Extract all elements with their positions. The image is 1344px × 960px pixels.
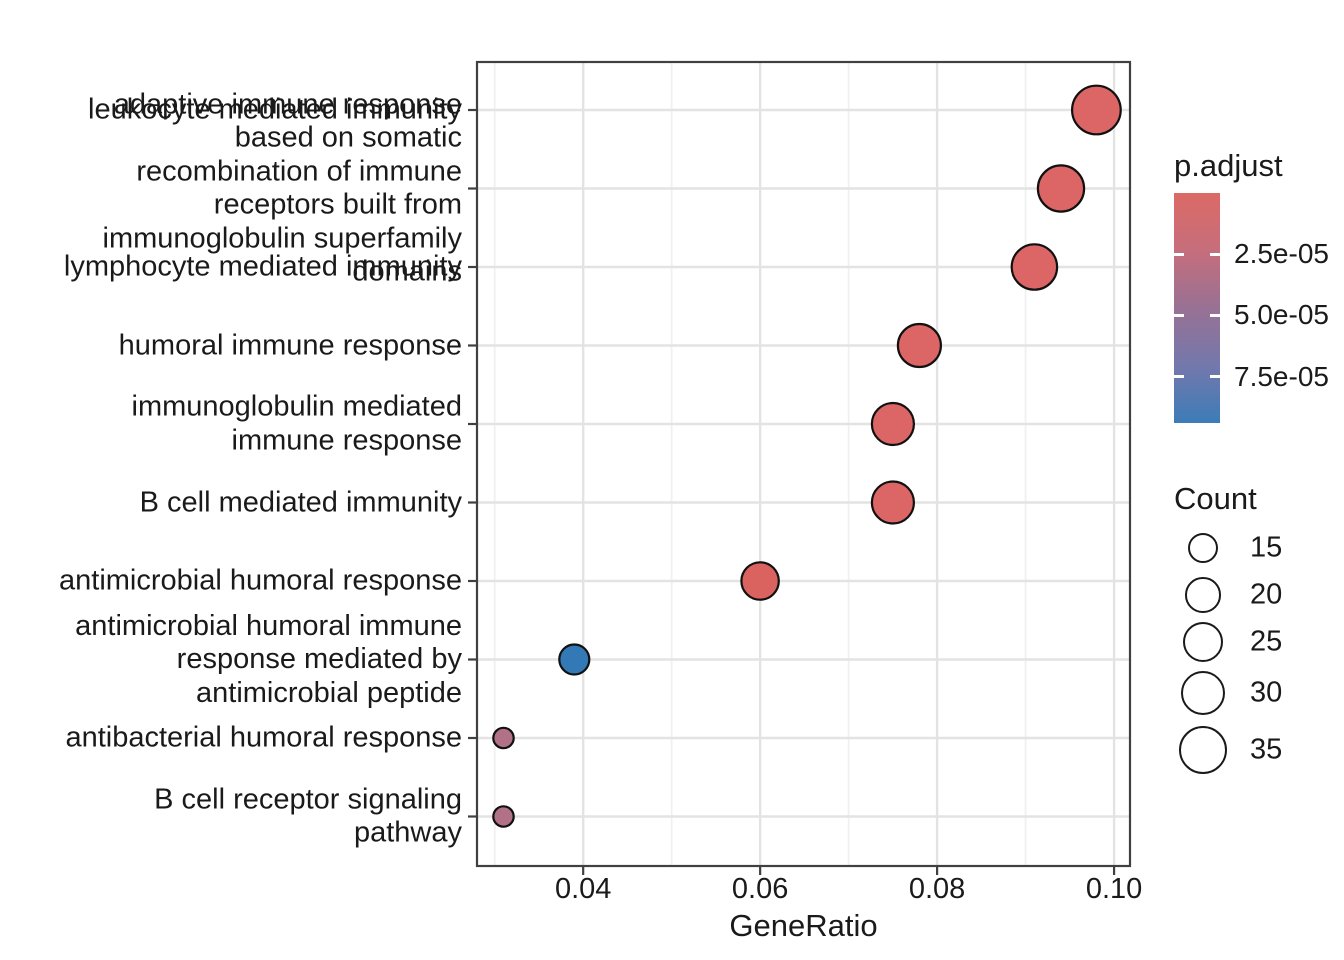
colorbar-tick-mark	[1174, 252, 1184, 256]
panel-border	[475, 60, 1132, 868]
data-point	[492, 805, 515, 828]
colorbar-tick-label: 2.5e-05	[1234, 238, 1329, 270]
y-category-label: leukocyte mediated immunity	[88, 93, 462, 126]
data-point	[1010, 243, 1059, 291]
data-point	[1036, 164, 1086, 213]
size-legend-circle	[1180, 670, 1226, 716]
size-legend-circle	[1187, 532, 1218, 563]
y-category-label: immunoglobulin mediated immune response	[131, 390, 462, 457]
size-legend-label: 15	[1250, 531, 1283, 564]
x-tick-label: 0.04	[554, 873, 612, 905]
panel-background	[477, 62, 1130, 866]
data-point	[870, 401, 916, 447]
colorbar-tick-mark	[1210, 313, 1220, 317]
y-category-label: humoral immune response	[118, 328, 462, 361]
color-legend-title: p.adjust	[1174, 148, 1283, 183]
y-category-label: B cell receptor signaling pathway	[154, 783, 462, 849]
colorbar-tick-label: 5.0e-05	[1234, 299, 1329, 331]
size-legend-circle	[1178, 725, 1228, 775]
size-legend-label: 20	[1250, 578, 1283, 611]
data-point	[896, 322, 943, 369]
size-legend-label: 25	[1250, 625, 1283, 658]
size-legend-label: 35	[1250, 733, 1283, 766]
y-category-label: antimicrobial humoral response	[59, 564, 462, 597]
data-point	[1070, 84, 1122, 136]
colorbar-tick-mark	[1210, 375, 1220, 378]
x-tick-label: 0.10	[1085, 873, 1143, 905]
x-tick-label: 0.06	[731, 873, 789, 905]
colorbar-tick-mark	[1174, 375, 1184, 378]
size-legend-circle	[1185, 577, 1221, 613]
data-point	[740, 561, 780, 601]
y-category-label: adaptive immune response based on somati…	[102, 88, 462, 288]
colorbar-tick-label: 7.5e-05	[1234, 360, 1329, 392]
x-tick-label: 0.08	[908, 873, 966, 905]
colorbar-tick-mark	[1210, 252, 1220, 256]
data-point	[870, 480, 916, 525]
y-category-label: lymphocyte mediated immunity	[63, 250, 462, 283]
y-category-label: antimicrobial humoral immune response me…	[75, 609, 462, 709]
x-axis-title: GeneRatio	[729, 908, 878, 943]
colorbar-gradient	[1174, 193, 1220, 423]
data-point	[492, 726, 515, 750]
size-legend-title: Count	[1174, 481, 1257, 516]
colorbar-tick-mark	[1174, 313, 1184, 317]
y-category-label: B cell mediated immunity	[139, 485, 462, 518]
data-point	[558, 643, 591, 676]
size-legend-circle	[1182, 621, 1224, 663]
size-legend-label: 30	[1250, 676, 1283, 709]
y-category-label: antibacterial humoral response	[65, 721, 462, 754]
